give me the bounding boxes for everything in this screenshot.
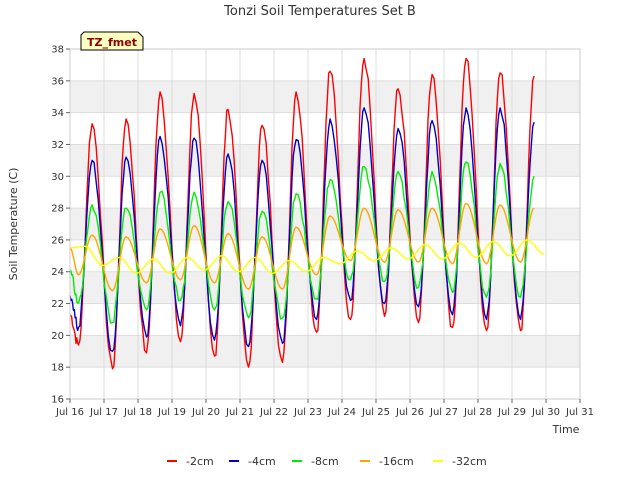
x-tick-label: Jul 29 <box>497 407 526 418</box>
x-axis-label: Time <box>552 423 580 436</box>
x-tick-label: Jul 20 <box>191 407 220 418</box>
legend-label: -2cm <box>186 455 214 468</box>
x-tick-label: Jul 25 <box>361 407 390 418</box>
x-tick-label: Jul 23 <box>293 407 322 418</box>
y-tick-label: 28 <box>51 204 64 215</box>
chart-title: Tonzi Soil Temperatures Set B <box>223 4 416 19</box>
x-tick-label: Jul 19 <box>157 407 186 418</box>
x-tick-label: Jul 18 <box>123 407 152 418</box>
grid-band <box>70 271 580 304</box>
x-tick-label: Jul 17 <box>89 407 118 418</box>
y-tick-label: 18 <box>51 363 64 374</box>
grid-band <box>70 80 580 113</box>
legend-label: -32cm <box>452 455 487 468</box>
station-tag-label: TZ_fmet <box>87 36 137 49</box>
y-axis-label: Soil Temperature (C) <box>7 168 20 281</box>
x-tick-label: Jul 22 <box>259 407 288 418</box>
y-tick-label: 20 <box>51 331 64 342</box>
legend-label: -8cm <box>311 455 339 468</box>
y-tick-label: 32 <box>51 140 64 151</box>
legend-label: -4cm <box>248 455 276 468</box>
station-tag: TZ_fmet <box>80 31 144 51</box>
x-tick-label: Jul 28 <box>463 407 492 418</box>
x-tick-label: Jul 26 <box>395 407 424 418</box>
x-tick-label: Jul 16 <box>55 407 84 418</box>
grid-band <box>70 335 580 368</box>
x-tick-label: Jul 30 <box>531 407 560 418</box>
y-tick-label: 30 <box>51 172 64 183</box>
y-tick-label: 26 <box>51 235 64 246</box>
x-tick-label: Jul 27 <box>429 407 458 418</box>
series-line-minus-32cm <box>69 239 545 274</box>
y-tick-label: 34 <box>51 108 64 119</box>
plot-frame <box>69 48 581 400</box>
series-line-minus-8cm <box>69 161 535 324</box>
y-tick-label: 22 <box>51 299 64 310</box>
axes: 16 18 20 22 24 26 28 30 32 34 36 38 Jul 16 Jul 17 Jul … <box>51 45 594 419</box>
y-tick-label: 16 <box>51 395 64 406</box>
legend: -2cm -4cm -8cm -16cm -32cm <box>167 455 487 468</box>
y-tick-label: 24 <box>51 267 64 278</box>
x-tick-label: Jul 24 <box>327 407 356 418</box>
x-tick-label: Jul 21 <box>225 407 254 418</box>
series-lines <box>69 57 545 370</box>
y-tick-label: 36 <box>51 76 64 87</box>
station-tag-box <box>80 31 144 51</box>
x-tick-label: Jul 31 <box>565 407 594 418</box>
legend-label: -16cm <box>379 455 414 468</box>
y-tick-label: 38 <box>51 45 64 56</box>
